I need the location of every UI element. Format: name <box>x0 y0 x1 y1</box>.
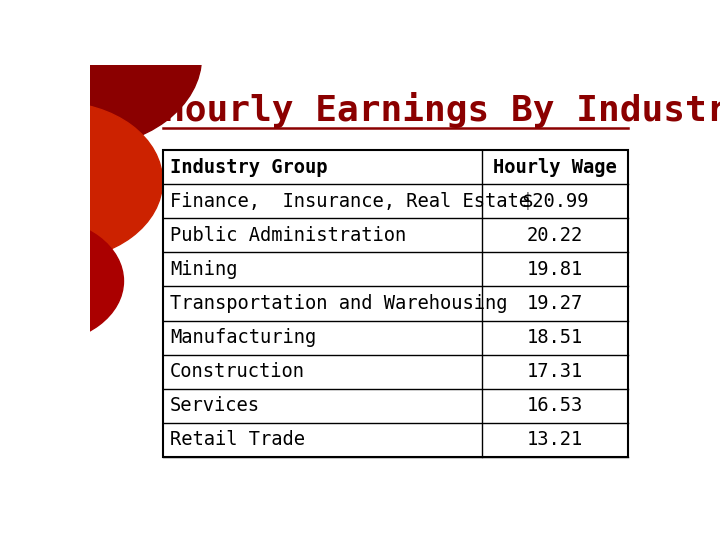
Text: Hourly Earnings By Industry Group, 2003: Hourly Earnings By Industry Group, 2003 <box>163 92 720 128</box>
Text: 18.51: 18.51 <box>527 328 583 347</box>
Text: Services: Services <box>170 396 260 415</box>
Text: Finance,  Insurance, Real Estate: Finance, Insurance, Real Estate <box>170 192 530 211</box>
Text: 20.22: 20.22 <box>527 226 583 245</box>
Text: 19.81: 19.81 <box>527 260 583 279</box>
Text: 19.27: 19.27 <box>527 294 583 313</box>
Circle shape <box>0 219 124 343</box>
Circle shape <box>0 0 202 148</box>
Text: Manufacturing: Manufacturing <box>170 328 316 347</box>
Text: 17.31: 17.31 <box>527 362 583 381</box>
Text: 13.21: 13.21 <box>527 430 583 449</box>
Text: Public Administration: Public Administration <box>170 226 406 245</box>
Text: Construction: Construction <box>170 362 305 381</box>
Text: Industry Group: Industry Group <box>170 158 328 177</box>
Text: 16.53: 16.53 <box>527 396 583 415</box>
Text: Hourly Wage: Hourly Wage <box>493 158 617 177</box>
Bar <box>163 150 629 457</box>
Text: Transportation and Warehousing: Transportation and Warehousing <box>170 294 508 313</box>
Circle shape <box>0 102 163 260</box>
Text: Retail Trade: Retail Trade <box>170 430 305 449</box>
Text: Mining: Mining <box>170 260 238 279</box>
Text: $20.99: $20.99 <box>521 192 589 211</box>
